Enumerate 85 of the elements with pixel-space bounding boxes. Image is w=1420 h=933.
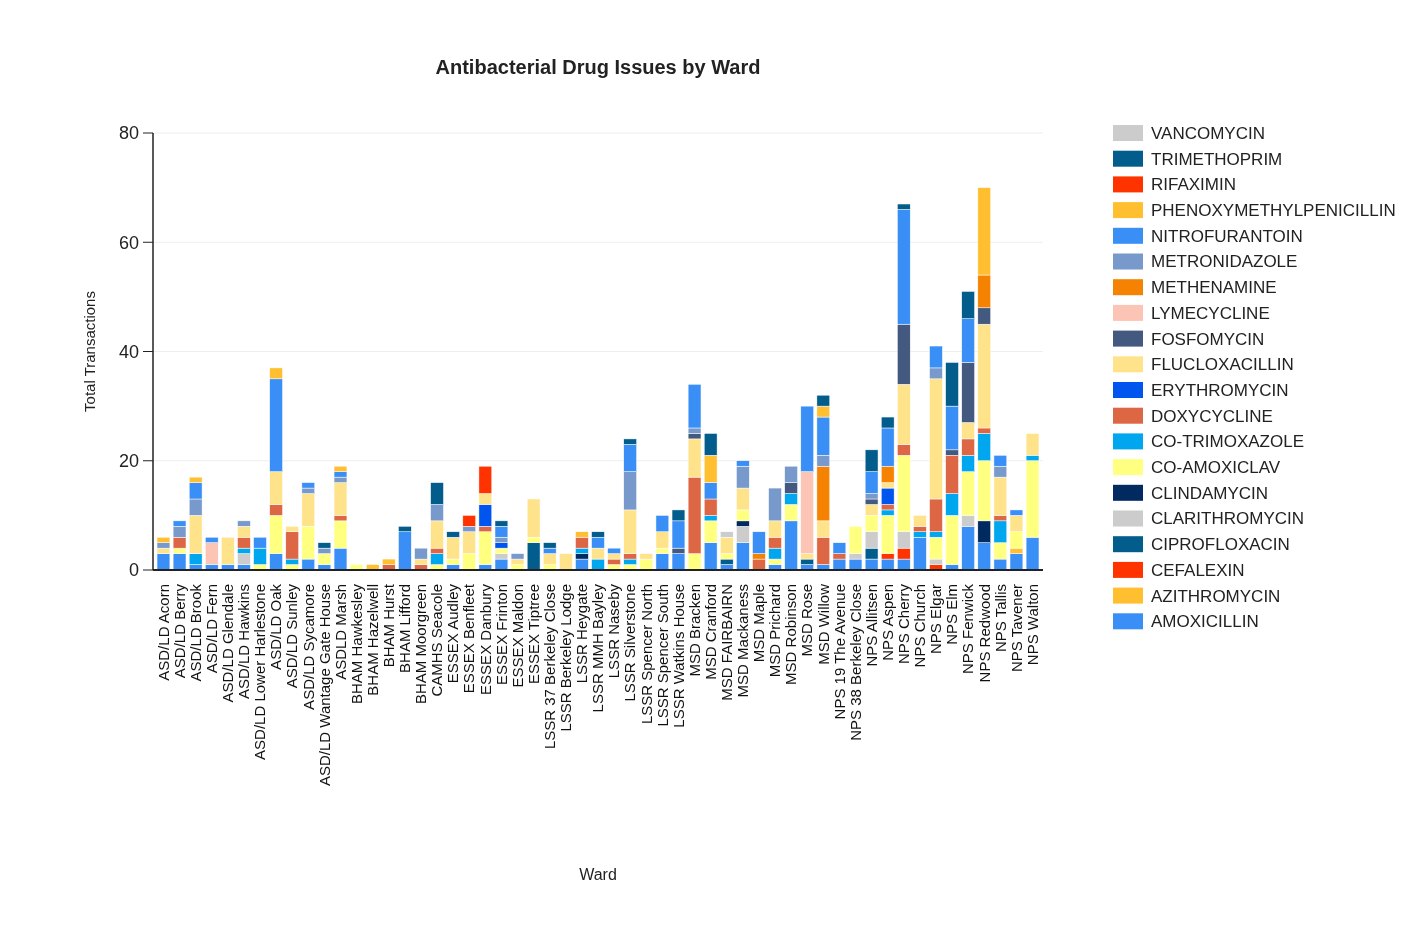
legend-label: AZITHROMYCIN bbox=[1151, 586, 1281, 606]
x-tick-label: NPS Cherry bbox=[895, 583, 913, 665]
bar bbox=[237, 553, 251, 565]
x-tick-label: ESSEX Danbury bbox=[476, 583, 494, 695]
bar bbox=[317, 553, 332, 565]
x-tick-label: MSD Mackaness bbox=[734, 584, 752, 698]
x-tick-label: NPS Elm bbox=[943, 584, 961, 645]
y-tick-label: 80 bbox=[118, 123, 139, 144]
bar bbox=[478, 531, 493, 565]
x-tick-label: LSSR Silverstone bbox=[621, 584, 639, 702]
legend-label: AMOXICILLIN bbox=[1151, 612, 1259, 632]
bar bbox=[221, 536, 235, 565]
x-tick-label: NPS 38 Berkeley Close bbox=[846, 584, 864, 741]
x-tick-label: BHAM Lifford bbox=[396, 584, 414, 673]
x-tick-label: MSD Willow bbox=[814, 583, 832, 665]
x-tick-label: NPS Church bbox=[911, 584, 929, 668]
x-tick-label: BHAM Hurst bbox=[380, 583, 398, 668]
legend-label: RIFAXIMIN bbox=[1151, 175, 1237, 195]
x-tick-label: ESSEX Tiptree bbox=[524, 584, 542, 685]
bar bbox=[382, 558, 396, 565]
x-tick-label: BHAM Hawkesley bbox=[347, 583, 365, 705]
legend-label: ERYTHROMYCIN bbox=[1151, 380, 1289, 400]
chart-title: Antibacterial Drug Issues by Ward bbox=[435, 56, 761, 78]
x-tick-label: ASD/LD Fern bbox=[202, 584, 220, 674]
x-tick-label: MSD Bracken bbox=[685, 584, 703, 677]
x-tick-label: NPS Walton bbox=[1023, 584, 1041, 666]
x-tick-label: ESSEX Audley bbox=[444, 583, 462, 684]
x-tick-label: NPS Tallis bbox=[991, 584, 1009, 653]
x-tick-label: LSSR Naseby bbox=[605, 583, 623, 679]
x-tick-label: ASD/LD Glendale bbox=[219, 584, 237, 703]
bar bbox=[559, 553, 573, 571]
x-tick-label: LSSR Berkeley Lodge bbox=[557, 584, 575, 732]
x-tick-label: LSSR Spencer North bbox=[637, 584, 655, 725]
y-tick-label: 0 bbox=[128, 560, 139, 581]
bar bbox=[913, 536, 927, 571]
legend-label: CO-AMOXICLAV bbox=[1151, 458, 1281, 478]
legend-label: FLUCLOXACILLIN bbox=[1151, 355, 1294, 375]
y-tick-label: 60 bbox=[118, 232, 139, 253]
x-tick-label: MSD Rose bbox=[798, 584, 816, 657]
x-tick-label: NPS 19 The Avenue bbox=[830, 584, 848, 720]
legend-label: METHENAMINE bbox=[1151, 278, 1277, 298]
x-tick-label: NPS Elgar bbox=[927, 584, 945, 655]
x-tick-label: NPS Redwood bbox=[975, 584, 993, 683]
legend-label: VANCOMYCIN bbox=[1151, 123, 1265, 143]
x-tick-label: ASD/LD Sunley bbox=[283, 583, 301, 689]
legend-label: METRONIDAZOLE bbox=[1151, 252, 1298, 272]
x-tick-label: MSD Prichard bbox=[766, 584, 784, 678]
x-tick-label: ESSEX Maldon bbox=[508, 584, 526, 688]
x-tick-label: ASD/LD Berry bbox=[170, 583, 188, 679]
x-tick-label: MSD Maple bbox=[750, 584, 768, 663]
x-tick-label: LSSR Heygate bbox=[573, 584, 591, 684]
legend-label: TRIMETHOPRIM bbox=[1151, 149, 1283, 169]
x-tick-label: CAMHS Seacole bbox=[428, 584, 446, 697]
x-tick-label: MSD Robinson bbox=[782, 584, 800, 685]
x-tick-label: NPS Fenwick bbox=[959, 583, 977, 675]
legend-label: LYMECYCLINE bbox=[1151, 303, 1270, 323]
legend-label: FOSFOMYCIN bbox=[1151, 329, 1265, 349]
x-tick-label: NPS Aspen bbox=[878, 584, 896, 661]
x-tick-label: ASD/LD Acorn bbox=[154, 584, 172, 681]
legend-label: CEFALEXIN bbox=[1151, 560, 1245, 580]
x-tick-label: MSD FAIRBAIRN bbox=[718, 584, 735, 701]
y-axis-title: Total Transactions bbox=[81, 291, 98, 412]
x-tick-label: MSD Cranford bbox=[701, 584, 719, 680]
bar bbox=[543, 553, 557, 565]
x-tick-label: ESSEX Benfleet bbox=[460, 583, 478, 694]
x-tick-label: ASD/LD Oak bbox=[267, 583, 285, 670]
legend-label: CO-TRIMOXAZOLE bbox=[1151, 432, 1305, 452]
legend-label: CIPROFLOXACIN bbox=[1151, 535, 1290, 555]
x-tick-label: LSSR MMH Bayley bbox=[589, 583, 607, 713]
bar bbox=[526, 542, 541, 571]
y-tick-label: 40 bbox=[118, 341, 139, 362]
legend-label: CLARITHROMYCIN bbox=[1151, 509, 1305, 529]
x-tick-label: NPS Tavener bbox=[1007, 584, 1025, 673]
x-axis-title: Ward bbox=[579, 866, 617, 883]
x-tick-label: ASD/LD Lower Harlestone bbox=[251, 584, 269, 760]
x-tick-label: BHAM Moorgreen bbox=[412, 584, 430, 705]
legend-label: DOXYCYCLINE bbox=[1151, 406, 1273, 426]
legend-label: PHENOXYMETHYLPENICILLIN bbox=[1151, 201, 1396, 221]
legend-label: CLINDAMYCIN bbox=[1151, 483, 1269, 503]
bar bbox=[655, 553, 670, 571]
legend-label: NITROFURANTOIN bbox=[1151, 226, 1303, 246]
x-tick-label: ASD/LD Hawkins bbox=[235, 584, 253, 700]
y-tick-label: 20 bbox=[118, 451, 139, 472]
bar bbox=[430, 553, 444, 565]
x-tick-label: ASD/LD Sycamore bbox=[299, 584, 317, 710]
